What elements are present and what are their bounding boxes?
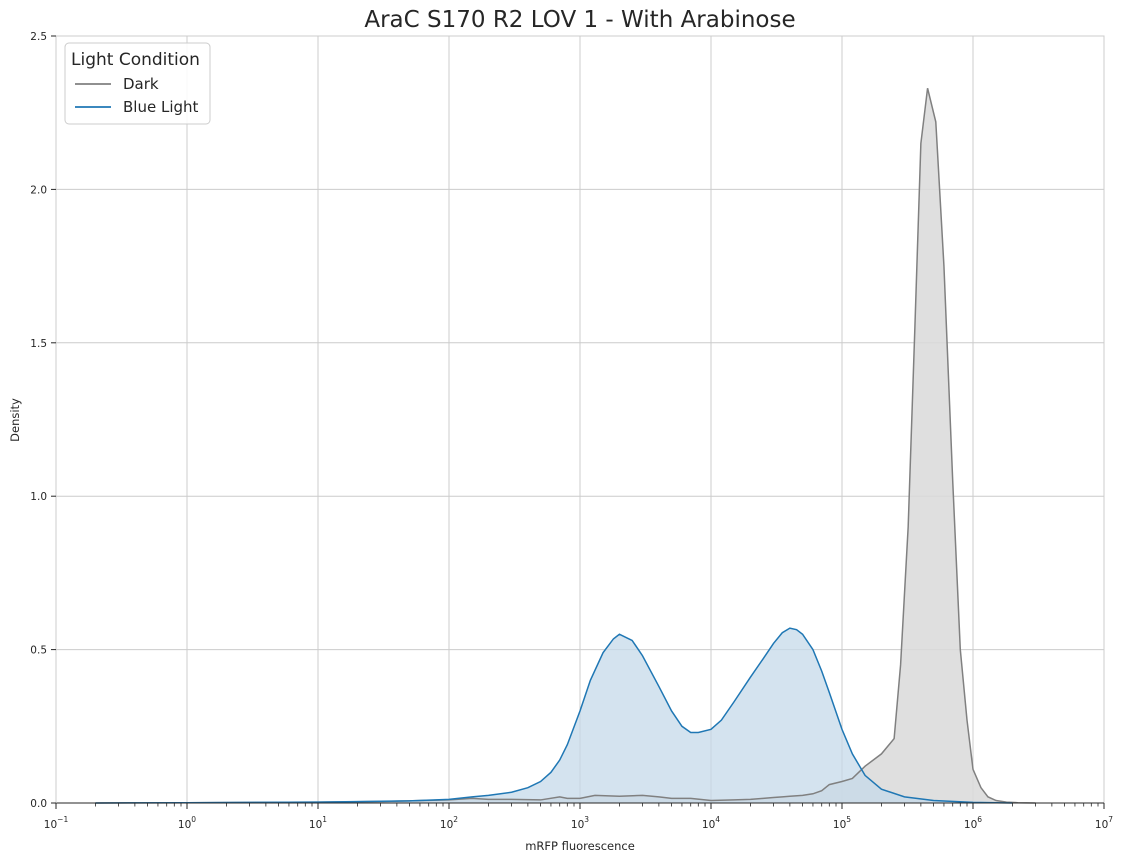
x-tick-label: 105 xyxy=(833,815,851,831)
x-axis-label: mRFP fluorescence xyxy=(525,839,635,853)
legend-label-dark: Dark xyxy=(123,75,159,93)
series-area-blue-light xyxy=(95,628,1013,803)
series-line-dark xyxy=(95,87,1036,804)
x-tick-label: 10−1 xyxy=(44,815,69,831)
x-tick-label: 103 xyxy=(571,815,589,831)
legend-title: Light Condition xyxy=(71,50,200,70)
x-tick-label: 107 xyxy=(1095,815,1113,831)
y-axis-label: Density xyxy=(8,398,22,442)
legend-box xyxy=(64,42,211,125)
y-tick-label: 0.5 xyxy=(30,645,47,657)
series-line-layer xyxy=(95,87,1036,804)
y-tick-label: 0.0 xyxy=(30,798,47,810)
y-tick-label: 1.5 xyxy=(30,338,47,350)
x-tick-label: 102 xyxy=(440,815,458,831)
x-tick-label: 100 xyxy=(178,815,196,831)
y-tick-label: 2.0 xyxy=(30,184,47,196)
series-area-layer xyxy=(95,88,1036,803)
x-tick-label: 106 xyxy=(964,815,982,831)
series-area-dark xyxy=(95,88,1036,803)
y-tick-label: 1.0 xyxy=(30,491,47,503)
tick-layer: 10−1 100 101 102 103 104 105 106 107 0.0 0.5 1.0 1.5… xyxy=(30,31,1113,831)
chart-title: AraC S170 R2 LOV 1 - With Arabinose xyxy=(364,7,795,33)
legend-label-blue-light: Blue Light xyxy=(123,98,199,116)
y-tick-label: 2.5 xyxy=(30,31,47,43)
legend: Light Condition Dark Blue Light xyxy=(64,42,211,125)
x-tick-label: 101 xyxy=(309,815,327,831)
series-line-blue-light xyxy=(95,627,1013,804)
x-tick-label: 104 xyxy=(702,815,720,831)
